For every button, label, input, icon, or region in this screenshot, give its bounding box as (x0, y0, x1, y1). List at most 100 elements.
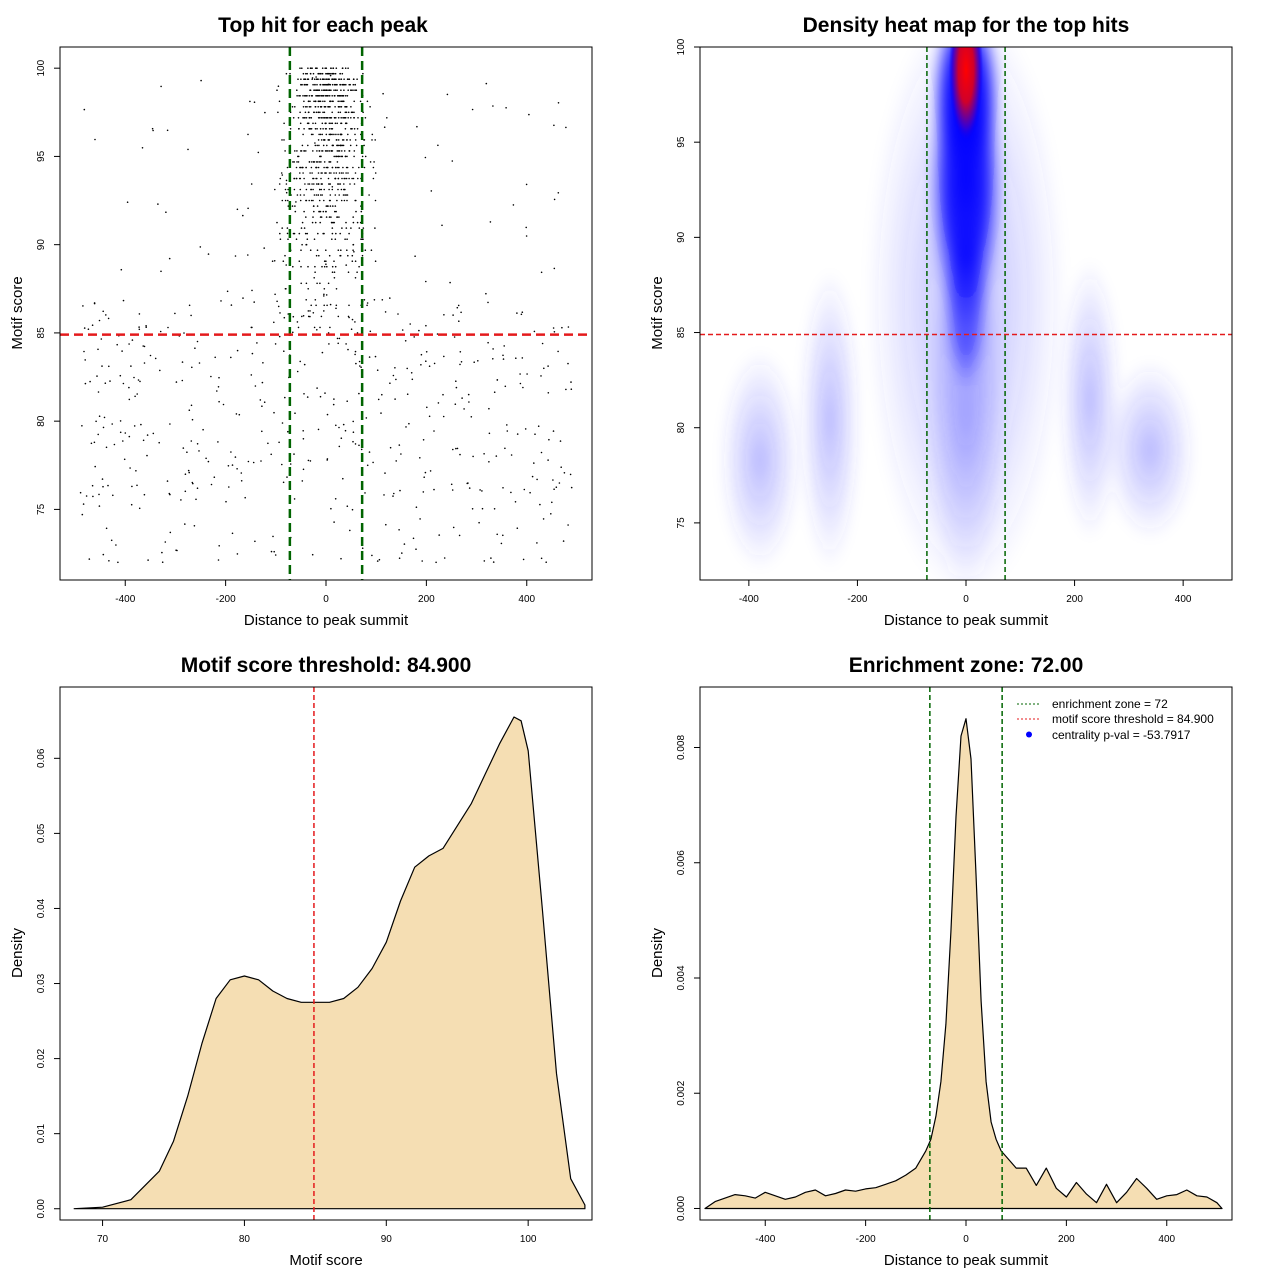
data-point (328, 89, 331, 91)
data-point (225, 500, 227, 503)
data-point (411, 378, 414, 381)
data-point (350, 227, 352, 229)
data-point (320, 161, 322, 163)
data-point (502, 534, 504, 537)
data-point (493, 391, 496, 394)
data-point (420, 364, 422, 366)
data-point (340, 172, 343, 174)
data-point (311, 183, 313, 185)
data-point (130, 365, 132, 367)
data-point (329, 74, 332, 77)
data-point (336, 83, 338, 86)
data-point (159, 369, 161, 372)
data-point (374, 355, 377, 358)
data-point (305, 95, 308, 97)
data-point (308, 161, 311, 163)
data-point (196, 340, 199, 343)
data-point (300, 265, 302, 268)
data-point (326, 413, 329, 416)
data-point (328, 216, 331, 218)
data-point (364, 492, 366, 494)
data-point (111, 423, 113, 425)
data-point (547, 459, 549, 461)
data-point (301, 480, 304, 482)
data-point (343, 78, 345, 80)
data-point (318, 150, 321, 152)
data-point (142, 439, 145, 442)
data-point (374, 199, 377, 202)
data-point (330, 216, 332, 218)
data-point (323, 304, 326, 307)
data-point (312, 312, 315, 314)
data-point (395, 460, 398, 462)
data-point (343, 183, 345, 185)
data-point (317, 106, 320, 108)
data-point (316, 150, 318, 152)
data-point (325, 294, 328, 296)
data-point (98, 493, 100, 496)
data-point (327, 106, 330, 108)
data-point (312, 199, 314, 202)
data-point (537, 425, 540, 428)
data-point (510, 491, 512, 494)
data-point (343, 177, 346, 180)
data-point (316, 144, 319, 147)
data-point (191, 418, 194, 421)
data-point (331, 144, 334, 147)
data-point (328, 95, 331, 97)
data-point (236, 468, 238, 470)
data-point (312, 150, 314, 152)
data-point (328, 161, 330, 163)
data-point (305, 166, 307, 169)
data-point (149, 354, 152, 357)
data-point (366, 302, 369, 304)
data-point (317, 139, 320, 141)
data-point (184, 523, 186, 525)
data-point (335, 424, 337, 427)
data-point (468, 401, 470, 403)
data-point (322, 111, 324, 114)
data-point (360, 238, 362, 240)
data-point (322, 95, 325, 97)
data-point (345, 194, 348, 196)
data-point (322, 78, 325, 80)
data-point (138, 313, 141, 315)
data-point (313, 326, 316, 329)
data-point (354, 277, 357, 279)
data-point (333, 260, 335, 263)
data-point (552, 327, 555, 329)
data-point (446, 93, 449, 96)
data-point (352, 177, 355, 180)
data-point (280, 172, 283, 174)
data-point (317, 95, 319, 97)
data-point (322, 144, 325, 147)
data-point (335, 288, 338, 290)
data-point (329, 100, 332, 103)
data-point (529, 491, 531, 494)
data-point (323, 111, 326, 114)
data-point (119, 420, 122, 422)
data-point (341, 177, 343, 180)
data-point (267, 442, 269, 445)
data-point (342, 166, 344, 169)
data-point (348, 83, 351, 86)
data-point (218, 545, 220, 547)
data-point (286, 227, 289, 229)
data-point (331, 111, 334, 114)
data-point (317, 100, 320, 103)
data-point (442, 393, 444, 396)
data-point (287, 430, 289, 433)
data-point (295, 201, 297, 203)
data-point (560, 466, 562, 469)
data-point (389, 297, 391, 299)
data-point (525, 183, 528, 186)
data-point (321, 89, 323, 91)
data-point (315, 89, 317, 91)
data-point (525, 226, 527, 229)
data-point (142, 345, 144, 347)
data-point (351, 508, 354, 511)
data-point (343, 89, 345, 91)
data-point (426, 406, 428, 409)
data-point (339, 254, 341, 257)
y-tick-label: 95 (676, 136, 687, 148)
